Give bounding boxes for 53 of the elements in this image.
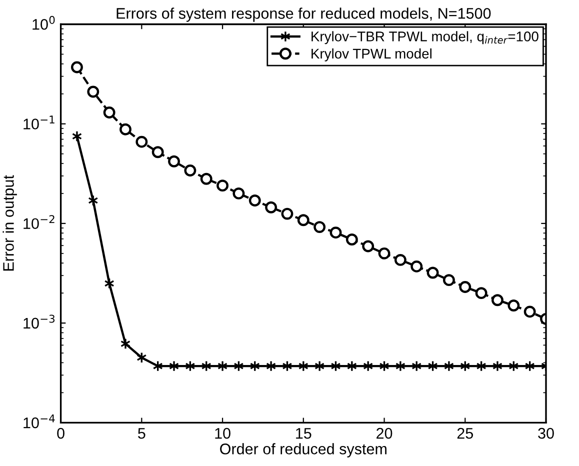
point <box>378 247 390 260</box>
point <box>152 146 164 158</box>
legend-label: Krylov TPWL model <box>312 48 432 62</box>
y-tick-label: 10$^{0}$ <box>32 16 55 30</box>
x-tick-label: 20 <box>376 428 392 439</box>
point <box>297 214 310 226</box>
x-tick-label: 0 <box>57 428 64 439</box>
x-tick-label: 10 <box>215 428 230 439</box>
point <box>168 155 180 168</box>
point <box>410 260 423 272</box>
point <box>492 360 503 372</box>
point <box>475 287 488 300</box>
y-tick-label: 10$^{−1}$ <box>24 116 54 130</box>
point <box>314 360 325 372</box>
point <box>136 136 148 148</box>
point <box>103 106 116 118</box>
x-tick-label: 30 <box>538 428 554 439</box>
point <box>120 123 132 136</box>
point <box>426 266 439 279</box>
point <box>330 226 342 239</box>
point <box>70 61 83 74</box>
point <box>184 164 196 176</box>
point <box>524 306 536 318</box>
point <box>346 234 358 246</box>
point <box>442 274 455 286</box>
point <box>314 221 326 234</box>
y-tick-label: 10$^{−4}$ <box>24 414 55 428</box>
point <box>265 201 278 214</box>
point <box>281 208 294 220</box>
x-tick-label: 5 <box>138 428 146 439</box>
y-tick-label: 10$^{−3}$ <box>24 314 55 329</box>
point <box>459 281 472 293</box>
x-tick-label: 25 <box>457 428 473 439</box>
x-tick-label: 15 <box>296 428 312 439</box>
point <box>232 187 245 200</box>
y-axis-title: Error in output <box>2 175 17 271</box>
x-axis-title: Order of reduced system <box>220 443 386 458</box>
point <box>266 360 276 372</box>
point <box>395 360 406 372</box>
legend-label: Krylov−TBR TPWL model, q$_{inter}$=100 <box>312 31 538 44</box>
point <box>87 86 100 98</box>
point <box>216 180 228 192</box>
chart-title: Errors of system response for reduced models, N=1500 <box>116 8 491 22</box>
point <box>217 360 228 372</box>
point <box>168 360 180 372</box>
point <box>200 172 212 185</box>
point <box>394 254 406 266</box>
point <box>248 194 261 206</box>
point <box>444 360 454 372</box>
y-tick-label: 10$^{−2}$ <box>24 215 54 230</box>
point <box>362 240 374 252</box>
point <box>492 294 504 306</box>
point <box>508 300 520 312</box>
